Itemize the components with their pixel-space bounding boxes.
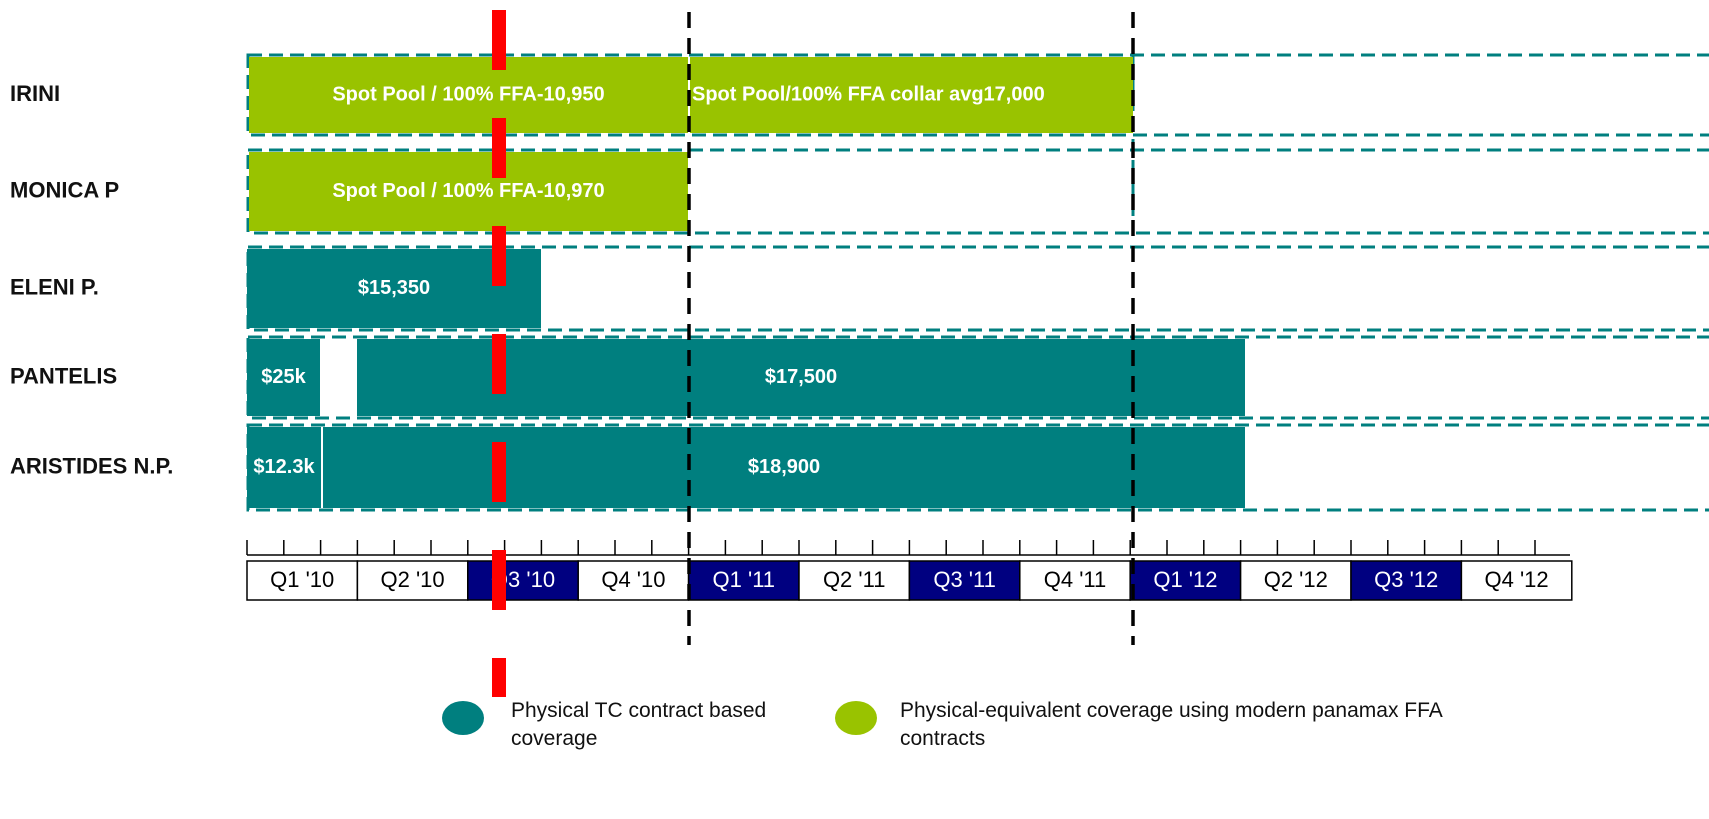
row-outline <box>246 148 1709 235</box>
legend-label: Physical-equivalent coverage using moder… <box>900 699 1442 750</box>
quarter-box <box>1350 560 1463 601</box>
vessel-name: PANTELIS <box>10 363 117 388</box>
row-outline <box>246 245 1709 332</box>
row-outline <box>246 335 1709 420</box>
contract-bar <box>249 57 688 133</box>
quarter-label: Q3 '12 <box>1374 567 1438 592</box>
contract-label: $12.3k <box>253 456 315 478</box>
contract-bar <box>247 339 320 416</box>
vessel-name: ELENI P. <box>10 274 99 299</box>
quarter-box <box>1239 560 1352 601</box>
contract-label: $17,500 <box>765 366 837 388</box>
quarter-label: Q3 '11 <box>933 567 996 592</box>
contract-label: $18,900 <box>748 456 820 478</box>
quarter-box <box>798 560 911 601</box>
contract-label: $15,350 <box>358 277 430 299</box>
quarter-label: Q2 '11 <box>823 567 886 592</box>
quarter-box <box>1129 560 1242 601</box>
quarter-label: Q1 '11 <box>713 567 776 592</box>
contract-bar <box>690 57 1133 133</box>
quarter-box <box>687 560 800 601</box>
contract-label: Spot Pool/100% FFA collar avg17,000 <box>692 83 1045 105</box>
quarter-box <box>908 560 1021 601</box>
contract-label: Spot Pool / 100% FFA-10,970 <box>332 180 604 202</box>
quarter-label: Q4 '10 <box>601 567 665 592</box>
contract-bar <box>249 152 688 231</box>
vessel-name: IRINI <box>10 81 60 106</box>
quarter-label: Q2 '12 <box>1264 567 1328 592</box>
contract-label: $25k <box>261 366 306 388</box>
vessel-name: ARISTIDES N.P. <box>10 453 173 478</box>
quarter-label: Q4 '11 <box>1044 567 1107 592</box>
legend-marker <box>835 701 877 735</box>
contract-label: Spot Pool / 100% FFA-10,950 <box>332 83 604 105</box>
vessel-name: MONICA P <box>10 177 119 202</box>
legend-label: Physical TC contract based coverage <box>511 699 767 750</box>
quarter-label: Q2 '10 <box>381 567 445 592</box>
quarter-label: Q1 '10 <box>270 567 334 592</box>
quarter-label: Q1 '12 <box>1153 567 1217 592</box>
quarter-box <box>1460 560 1573 601</box>
quarter-box <box>356 560 469 601</box>
quarter-box <box>1019 560 1131 601</box>
contract-bar <box>247 427 321 508</box>
row-outline <box>246 53 1709 137</box>
quarter-box <box>577 560 690 601</box>
quarter-label: Q4 '12 <box>1485 567 1549 592</box>
legend-marker <box>442 701 484 735</box>
contract-bar <box>323 427 1245 508</box>
